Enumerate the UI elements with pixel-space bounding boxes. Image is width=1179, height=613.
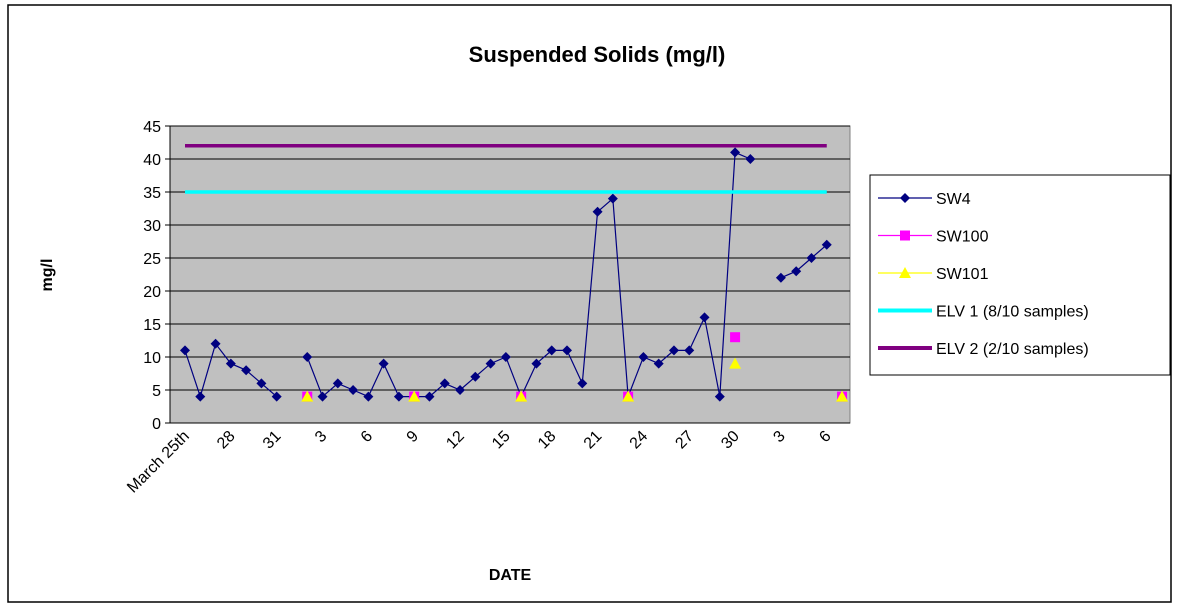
data-point [668,345,679,356]
data-point [791,266,802,277]
data-point [302,352,313,362]
data-point [699,312,710,323]
plot-area [169,125,851,424]
data-point [256,378,267,389]
data-point [684,345,695,356]
data-point [775,272,786,283]
data-point [439,378,450,389]
data-point [393,391,404,402]
data-point [562,345,572,356]
data-point [500,352,511,362]
y-tick-label: 35 [143,185,161,202]
data-point [378,358,389,369]
data-point [730,147,741,158]
data-point [424,391,435,402]
y-tick-label: 30 [143,218,161,235]
data-point [515,390,528,402]
legend-marker [899,267,911,278]
data-point [180,345,190,356]
data-point [592,206,603,217]
y-tick-label: 15 [143,317,161,334]
chart-title: Suspended Solids (mg/l) [469,42,726,67]
y-tick-label: 40 [143,152,161,169]
data-point [729,357,742,369]
y-tick-label: 5 [152,383,161,400]
y-tick-label: 0 [152,416,161,433]
data-point [730,332,741,343]
data-point [408,390,421,402]
data-point [714,391,725,402]
legend-marker [900,230,910,241]
data-point [806,253,817,263]
data-point [210,338,221,349]
data-point [577,378,588,389]
data-point [607,193,618,204]
data-point [546,345,557,356]
data-point [363,391,374,402]
data-point [195,391,206,402]
data-point [531,358,542,369]
data-point [622,390,635,402]
x-axis-label: DATE [489,567,532,584]
legend-label: SW100 [936,229,989,246]
data-point [653,358,664,369]
data-point [241,365,252,376]
legend-label: ELV 2 (2/10 samples) [936,341,1089,358]
y-tick-label: 20 [143,284,161,301]
y-tick-label: 10 [143,350,161,367]
y-tick-label: 45 [143,119,161,136]
data-point [301,390,314,402]
y-axis-label: mg/l [39,259,56,292]
legend-label: SW101 [936,266,989,283]
data-point [225,358,236,369]
legend-label: SW4 [936,191,971,208]
data-point [271,391,282,402]
data-point [836,390,849,402]
legend-marker [900,193,910,203]
y-tick-label: 25 [143,251,161,268]
data-point [745,154,756,164]
data-point [332,378,343,389]
data-point [821,239,832,250]
legend [869,174,1171,376]
data-point [638,352,649,362]
data-point [317,391,328,402]
legend-label: ELV 1 (8/10 samples) [936,304,1089,321]
data-point [348,385,359,395]
data-point [470,371,481,382]
data-point [455,385,466,395]
data-point [485,358,496,369]
